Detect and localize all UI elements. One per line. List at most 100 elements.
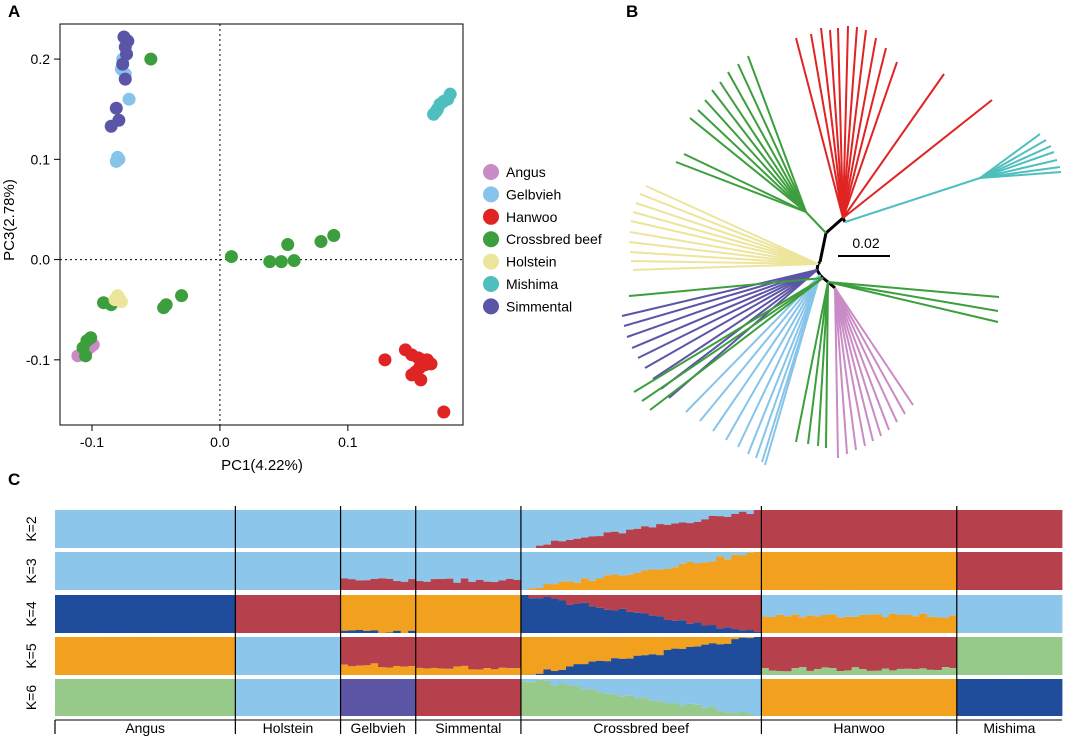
admixture-bar-green bbox=[190, 679, 199, 716]
admixture-bar-orange bbox=[896, 614, 905, 633]
admixture-bar-blue bbox=[107, 552, 116, 590]
admixture-bar-navy bbox=[588, 606, 597, 633]
admixture-bar-orange bbox=[115, 637, 124, 675]
admixture-bar-blue bbox=[738, 510, 747, 512]
tree-leaf-branch-hanwoo bbox=[829, 29, 844, 219]
admixture-bar-red bbox=[663, 595, 672, 620]
admixture-bar-blue bbox=[663, 552, 672, 569]
tree-leaf-branch-holstein bbox=[632, 211, 819, 265]
admixture-bar-green bbox=[137, 679, 146, 716]
admixture-bar-blue bbox=[716, 510, 725, 517]
admixture-bar-purple bbox=[370, 679, 379, 716]
admixture-bar-red bbox=[716, 595, 725, 629]
admixture-bar-blue bbox=[723, 552, 732, 560]
admixture-bar-orange bbox=[348, 595, 356, 631]
admixture-bar-green bbox=[949, 668, 958, 675]
admixture-bar-orange bbox=[85, 637, 93, 675]
admixture-bar-green bbox=[889, 670, 898, 675]
admixture-bar-navy bbox=[663, 650, 672, 675]
admixture-bar-green bbox=[550, 685, 559, 716]
admixture-bar-blue bbox=[340, 552, 349, 579]
admixture-bar-blue bbox=[671, 510, 680, 524]
admixture-bar-orange bbox=[678, 637, 687, 649]
admixture-bar-red bbox=[678, 522, 687, 548]
admixture-bar-red bbox=[295, 595, 304, 633]
admixture-bar-navy bbox=[618, 658, 627, 675]
admixture-bar-orange bbox=[776, 679, 785, 716]
admixture-bar-orange bbox=[836, 679, 845, 716]
admixture-bar-blue bbox=[77, 510, 86, 548]
admixture-bar-blue bbox=[408, 510, 417, 548]
admixture-bar-orange bbox=[836, 552, 845, 590]
admixture-bar-red bbox=[430, 679, 439, 716]
admixture-bar-orange bbox=[768, 616, 777, 633]
pca-point-crossbred-beef bbox=[175, 289, 189, 303]
admixture-bar-blue bbox=[310, 510, 319, 548]
admixture-bar-green bbox=[701, 707, 710, 716]
admixture-bar-orange bbox=[896, 679, 905, 716]
admixture-bar-orange bbox=[55, 637, 63, 675]
admixture-bar-blue bbox=[708, 679, 717, 707]
tree-leaf-branch-crossbred-beef bbox=[628, 277, 824, 297]
admixture-bar-blue bbox=[445, 552, 454, 579]
admixture-bar-red bbox=[1054, 552, 1063, 590]
admixture-bar-orange bbox=[926, 616, 935, 633]
admixture-bar-navy bbox=[971, 679, 980, 716]
admixture-bar-blue bbox=[798, 595, 807, 618]
admixture-bar-red bbox=[543, 544, 552, 548]
legend-label-gelbvieh: Gelbvieh bbox=[506, 186, 561, 202]
pca-point-crossbred-beef bbox=[327, 229, 341, 243]
admixture-bar-red bbox=[686, 595, 695, 624]
admixture-bar-navy bbox=[641, 613, 650, 633]
admixture-bar-blue bbox=[979, 595, 988, 633]
admixture-bar-orange bbox=[475, 595, 484, 633]
admixture-bar-blue bbox=[257, 637, 266, 675]
admixture-bar-orange bbox=[859, 552, 868, 590]
legend-marker-mishima bbox=[483, 276, 499, 292]
admixture-bar-blue bbox=[333, 510, 341, 548]
admixture-bar-orange bbox=[528, 637, 537, 675]
admixture-bar-blue bbox=[656, 679, 665, 702]
pca-x-tick-label: 0.0 bbox=[210, 434, 230, 450]
admixture-bar-green bbox=[814, 669, 822, 675]
legend-marker-holstein bbox=[483, 253, 499, 270]
admixture-bar-navy bbox=[626, 658, 635, 675]
admixture-bar-blue bbox=[986, 595, 995, 633]
admixture-bar-orange bbox=[881, 617, 890, 633]
admixture-bar-navy bbox=[566, 604, 574, 633]
admixture-bar-orange bbox=[505, 668, 514, 675]
admixture-bar-navy bbox=[348, 630, 356, 633]
admixture-bar-orange bbox=[100, 637, 108, 675]
admixture-bar-navy bbox=[626, 611, 635, 633]
admixture-bar-red bbox=[738, 595, 747, 631]
admixture-bar-green bbox=[941, 667, 950, 675]
admixture-bar-blue bbox=[175, 552, 184, 590]
pca-point-holstein bbox=[111, 289, 125, 303]
admixture-bar-red bbox=[535, 545, 544, 548]
admixture-bar-orange bbox=[851, 616, 860, 633]
admixture-bar-blue bbox=[145, 510, 154, 548]
tree-leaf-branch-gelbvieh bbox=[747, 274, 821, 455]
admixture-bar-blue bbox=[520, 510, 529, 548]
admixture-bar-red bbox=[663, 524, 672, 548]
admixture-bar-blue bbox=[242, 510, 251, 548]
admixture-bar-orange bbox=[588, 637, 597, 662]
tree-leaf-branch-holstein bbox=[639, 193, 819, 265]
admixture-bar-orange bbox=[596, 637, 604, 661]
tree-leaf-branch-simmental bbox=[652, 269, 818, 380]
admixture-bar-orange bbox=[919, 679, 928, 716]
admixture-bar-purple bbox=[363, 679, 372, 716]
pca-points bbox=[71, 30, 457, 419]
admixture-bar-blue bbox=[272, 637, 281, 675]
admixture-bar-navy bbox=[152, 595, 161, 633]
admixture-bar-orange bbox=[693, 563, 702, 590]
admixture-bar-navy bbox=[573, 664, 582, 675]
admixture-bar-orange bbox=[776, 552, 785, 590]
admixture-bar-navy bbox=[167, 595, 176, 633]
tree-leaf-branch-crossbred-beef bbox=[704, 99, 807, 213]
admixture-bar-blue bbox=[227, 510, 236, 548]
admixture-bar-blue bbox=[550, 510, 559, 541]
admixture-bar-orange bbox=[468, 669, 477, 675]
admixture-bar-blue bbox=[535, 679, 544, 680]
admixture-bar-red bbox=[693, 595, 702, 623]
